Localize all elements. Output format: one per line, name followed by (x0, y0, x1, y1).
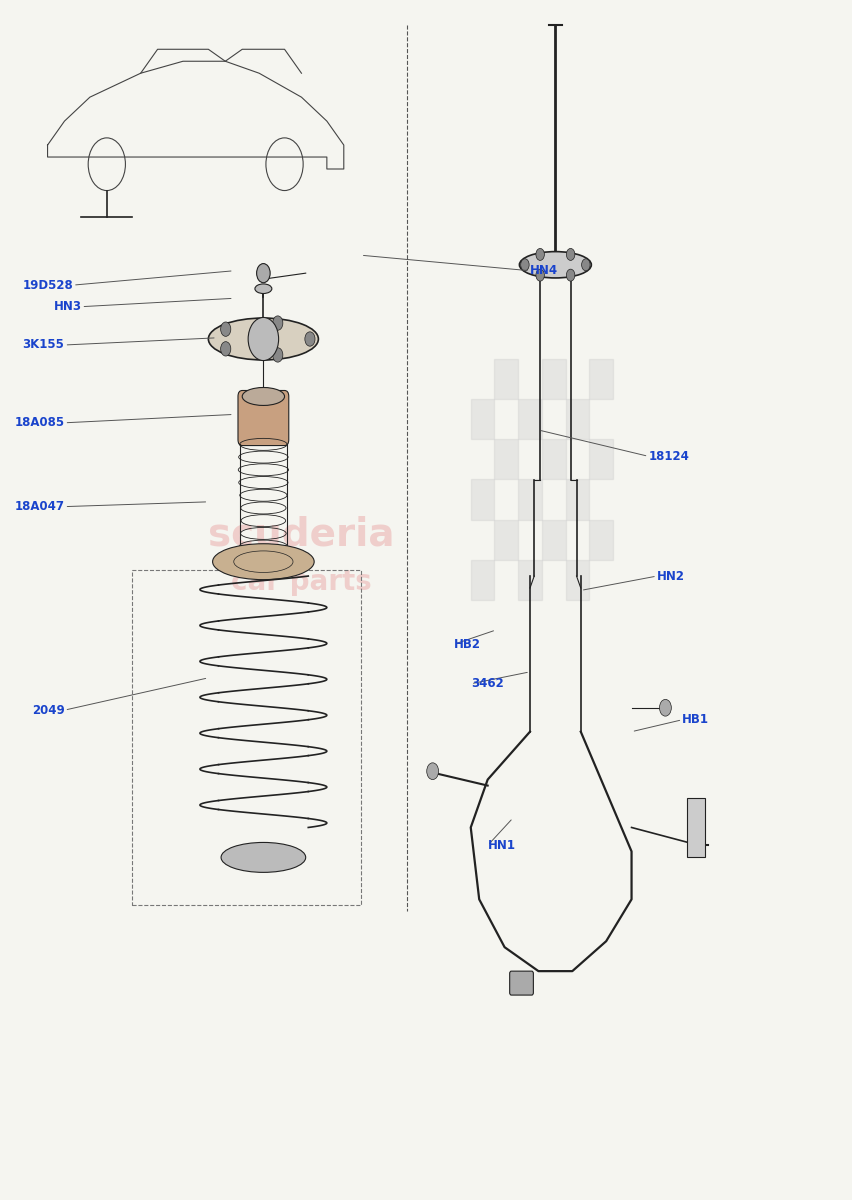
Circle shape (535, 269, 544, 281)
Text: HN3: HN3 (54, 300, 81, 313)
Bar (565, 479, 589, 520)
Bar (470, 559, 494, 600)
Ellipse shape (519, 252, 590, 278)
Bar (686, 798, 705, 858)
Ellipse shape (255, 284, 272, 294)
Text: car parts: car parts (231, 568, 371, 596)
Bar (565, 559, 589, 600)
Bar (589, 439, 613, 479)
Circle shape (256, 264, 270, 283)
Bar (541, 359, 565, 398)
Text: HB1: HB1 (682, 713, 709, 726)
Text: 18A085: 18A085 (14, 416, 65, 430)
Bar (470, 398, 494, 439)
Bar (517, 479, 541, 520)
Ellipse shape (208, 318, 318, 360)
Text: scuderia: scuderia (208, 515, 394, 553)
Circle shape (581, 259, 590, 271)
Bar (517, 559, 541, 600)
Text: 19D528: 19D528 (22, 278, 73, 292)
Text: HN4: HN4 (529, 264, 557, 277)
Ellipse shape (221, 842, 305, 872)
Bar (589, 359, 613, 398)
Circle shape (273, 316, 283, 330)
FancyBboxPatch shape (238, 390, 289, 445)
Circle shape (221, 322, 231, 336)
Text: 18A047: 18A047 (14, 500, 65, 514)
Bar (541, 439, 565, 479)
Text: HN1: HN1 (487, 839, 515, 852)
Bar (517, 398, 541, 439)
Text: HB2: HB2 (453, 637, 481, 650)
Text: HN2: HN2 (656, 570, 684, 582)
Circle shape (566, 248, 574, 260)
Text: 3K155: 3K155 (23, 338, 65, 352)
Bar (494, 439, 517, 479)
Ellipse shape (242, 388, 285, 406)
Ellipse shape (212, 544, 314, 580)
Circle shape (426, 763, 438, 780)
Circle shape (304, 332, 314, 346)
Text: 3462: 3462 (470, 677, 503, 690)
Bar (494, 359, 517, 398)
Circle shape (659, 700, 671, 716)
Circle shape (221, 342, 231, 356)
Circle shape (566, 269, 574, 281)
Bar (494, 520, 517, 559)
Circle shape (273, 348, 283, 362)
Text: 18124: 18124 (648, 450, 688, 463)
Circle shape (535, 248, 544, 260)
Bar (470, 479, 494, 520)
Circle shape (248, 318, 279, 360)
FancyBboxPatch shape (509, 971, 532, 995)
Bar (132, 570, 360, 905)
Bar (541, 520, 565, 559)
Text: 2049: 2049 (32, 703, 65, 716)
Bar (589, 520, 613, 559)
Circle shape (520, 259, 528, 271)
Bar (565, 398, 589, 439)
